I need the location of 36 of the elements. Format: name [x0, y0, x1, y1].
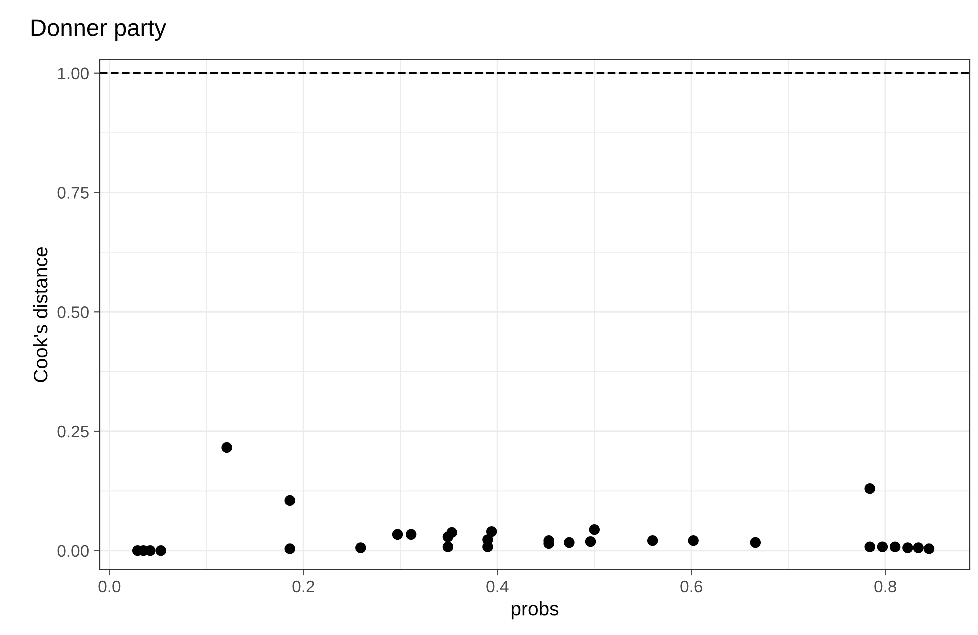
point	[392, 529, 404, 540]
point	[486, 526, 498, 538]
point	[864, 542, 876, 552]
y-tick-label: 1.00	[58, 68, 89, 80]
point	[688, 536, 699, 546]
point	[913, 542, 924, 554]
point	[890, 542, 901, 552]
point	[442, 542, 454, 552]
y-tick-label: 0.25	[58, 426, 89, 438]
y-tick-label: 0.75	[58, 187, 89, 199]
x-tick-label: 0.2	[292, 580, 314, 593]
x-tick-label: 0.4	[486, 580, 509, 593]
y-tick-label: 0.50	[58, 306, 89, 318]
point	[406, 529, 417, 540]
point	[564, 537, 575, 548]
y-tick-label: 0.00	[58, 545, 89, 558]
point	[446, 527, 458, 538]
x-tick-label: 0.0	[98, 580, 121, 593]
point	[902, 542, 914, 554]
point	[864, 483, 876, 494]
point	[284, 544, 296, 554]
x-tick-label: 0.8	[874, 580, 896, 593]
point	[356, 542, 366, 554]
x-tick-label: 0.6	[680, 580, 702, 593]
point	[924, 544, 935, 554]
point	[589, 524, 600, 536]
chart-title: Donner party	[32, 20, 166, 42]
point	[222, 442, 232, 454]
point	[750, 537, 762, 548]
x-axis-title: probs	[512, 602, 559, 620]
point	[284, 495, 296, 506]
point	[877, 542, 888, 552]
point	[647, 536, 658, 546]
point	[156, 546, 166, 556]
y-axis-title: Cook's distance	[33, 248, 48, 382]
point	[585, 536, 596, 548]
